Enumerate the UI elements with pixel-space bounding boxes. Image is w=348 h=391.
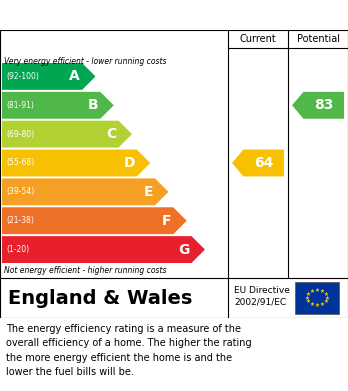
Text: ★: ★	[315, 288, 319, 293]
Text: (1-20): (1-20)	[6, 245, 29, 254]
Text: C: C	[106, 127, 117, 141]
Polygon shape	[2, 92, 114, 119]
Text: Current: Current	[240, 34, 276, 44]
Text: D: D	[123, 156, 135, 170]
Text: ★: ★	[310, 289, 315, 294]
Text: G: G	[178, 242, 190, 256]
Polygon shape	[2, 236, 205, 263]
Text: ★: ★	[306, 292, 311, 297]
Text: (92-100): (92-100)	[6, 72, 39, 81]
Text: ★: ★	[315, 303, 319, 308]
Polygon shape	[2, 207, 187, 234]
Text: (81-91): (81-91)	[6, 101, 34, 110]
Text: 64: 64	[254, 156, 274, 170]
Text: Energy Efficiency Rating: Energy Efficiency Rating	[8, 7, 218, 23]
Text: (39-54): (39-54)	[6, 187, 34, 196]
Text: ★: ★	[325, 296, 330, 301]
Text: E: E	[143, 185, 153, 199]
Polygon shape	[2, 63, 95, 90]
Text: ★: ★	[304, 296, 309, 301]
Text: ★: ★	[310, 302, 315, 307]
Text: (69-80): (69-80)	[6, 130, 34, 139]
Text: A: A	[69, 70, 80, 83]
Text: (55-68): (55-68)	[6, 158, 34, 167]
Text: ★: ★	[319, 302, 324, 307]
Text: England & Wales: England & Wales	[8, 289, 192, 307]
Text: F: F	[162, 214, 171, 228]
Text: B: B	[88, 98, 98, 112]
Text: The energy efficiency rating is a measure of the
overall efficiency of a home. T: The energy efficiency rating is a measur…	[6, 324, 252, 377]
Polygon shape	[2, 178, 168, 205]
Text: EU Directive
2002/91/EC: EU Directive 2002/91/EC	[234, 285, 290, 307]
Polygon shape	[292, 92, 344, 119]
Polygon shape	[232, 150, 284, 176]
Text: ★: ★	[323, 299, 328, 304]
Text: ★: ★	[323, 292, 328, 297]
Text: ★: ★	[319, 289, 324, 294]
Polygon shape	[2, 121, 132, 147]
Text: Very energy efficient - lower running costs: Very energy efficient - lower running co…	[4, 57, 166, 66]
Text: 83: 83	[314, 98, 333, 112]
Text: Not energy efficient - higher running costs: Not energy efficient - higher running co…	[4, 266, 166, 275]
Polygon shape	[2, 150, 150, 176]
Text: Potential: Potential	[296, 34, 340, 44]
Text: (21-38): (21-38)	[6, 216, 34, 225]
Bar	[295, 282, 339, 314]
Text: ★: ★	[306, 299, 311, 304]
